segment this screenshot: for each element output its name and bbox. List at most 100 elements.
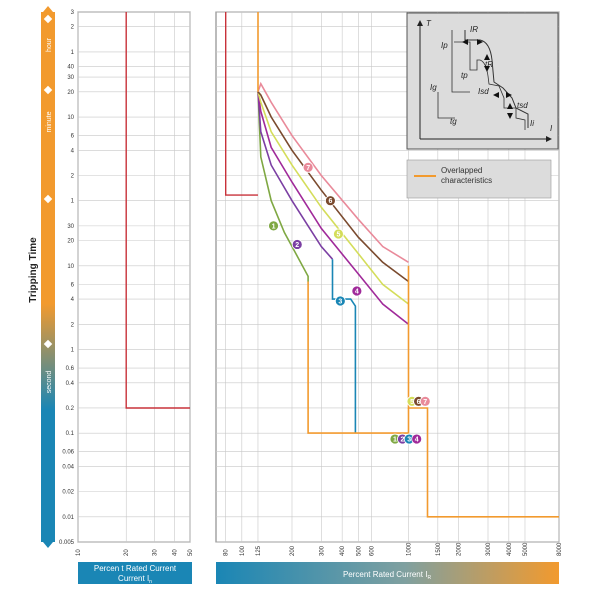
band-label-minute: minute <box>46 111 53 132</box>
y-tick-label: 20 <box>67 239 74 245</box>
y-tick-label: 1 <box>71 50 75 56</box>
inset-label-I: I <box>550 124 553 133</box>
x-tick-label: 5000 <box>523 542 529 556</box>
left-x-tick-labels: 10 20 30 40 50 <box>76 549 194 556</box>
x-axis-label-left: Percen t Rated Current Current In <box>78 562 192 585</box>
x-tick-label: 30 <box>152 549 158 556</box>
y-tick-label: 4 <box>71 148 75 154</box>
series-line-2 <box>257 91 334 260</box>
x-tick-label: 10 <box>76 549 82 556</box>
overlapped-line-a <box>307 281 410 434</box>
y-tick-label: 6 <box>71 134 75 140</box>
band-label-hour: hour <box>46 37 53 52</box>
x-tick-label: 200 <box>290 545 296 556</box>
y-tick-label: 0.04 <box>62 464 74 470</box>
badge-1: 1 <box>268 220 279 232</box>
x-tick-label: 500 <box>356 545 362 556</box>
x-tick-label: 1500 <box>436 542 442 556</box>
badge-7: 7 <box>302 162 314 173</box>
y-tick-label: 0.4 <box>66 381 75 387</box>
y-tick-label: 0.6 <box>66 366 75 372</box>
badge-4: 4 <box>411 433 423 445</box>
right-x-tick-labels: 80 100 125 200 300 400 500 600 1000 1500 2000 3000 4… <box>224 542 563 556</box>
x-tick-label: 80 <box>224 549 230 556</box>
y-tick-label: 0.2 <box>66 406 75 412</box>
left-xlabel-text: Percen t Rated Current <box>94 564 177 573</box>
y-tick-label: 4 <box>71 297 75 303</box>
y-tick-label: 2 <box>71 174 75 180</box>
inset-label-Ii: Ii <box>530 119 534 128</box>
x-tick-label: 2000 <box>457 542 463 556</box>
svg-text:1: 1 <box>393 437 397 444</box>
y-tick-label: 1 <box>71 199 75 205</box>
badge-4: 4 <box>351 285 363 297</box>
x-tick-label: 400 <box>340 545 346 556</box>
inset-label-tsd: tsd <box>517 101 528 110</box>
time-band: hour minute second <box>41 6 55 548</box>
svg-text:4: 4 <box>415 437 419 444</box>
x-tick-label: 3000 <box>486 542 492 556</box>
badge-7: 7 <box>419 395 431 407</box>
badge-2: 2 <box>291 239 303 250</box>
legend-label: Overlapped characteristics <box>441 166 492 185</box>
band-label-second: second <box>46 371 53 394</box>
y-tick-label: 40 <box>67 65 74 71</box>
series-line-4 <box>257 91 409 325</box>
svg-text:1: 1 <box>272 223 276 230</box>
inset-label-Ig: Ig <box>430 83 437 92</box>
svg-text:6: 6 <box>328 198 332 205</box>
y-tick-label: 1 <box>71 347 75 353</box>
y-tick-label: 0.1 <box>66 431 75 437</box>
svg-text:4: 4 <box>355 288 359 295</box>
badge-6: 6 <box>324 195 336 207</box>
right-xlabel-text: Percent Rated Current IR <box>343 570 432 581</box>
y-tick-label: 30 <box>67 224 74 230</box>
svg-text:5: 5 <box>336 231 340 238</box>
x-tick-label: 100 <box>240 545 246 556</box>
red-limit-line <box>225 12 258 196</box>
left-series <box>125 12 190 409</box>
inset-label-tR: tR <box>485 60 493 69</box>
y-tick-label: 2 <box>71 25 75 31</box>
y-tick-label: 10 <box>67 264 74 270</box>
y-tick-label: 10 <box>67 115 74 121</box>
series-line-3 <box>331 259 357 434</box>
svg-text:3: 3 <box>338 298 342 305</box>
x-tick-label: 600 <box>370 545 376 556</box>
badge-3: 3 <box>334 295 346 307</box>
inset-label-T: T <box>426 19 432 28</box>
svg-text:2: 2 <box>295 242 299 249</box>
y-tick-label: 0.02 <box>62 490 74 496</box>
svg-text:7: 7 <box>306 165 310 172</box>
y-tick-label: 0.01 <box>62 515 74 521</box>
y-tick-label: 30 <box>67 75 74 81</box>
left-grid <box>77 11 191 543</box>
x-axis-label-right: Percent Rated Current IR <box>216 562 559 584</box>
y-axis-label: Tripping Time <box>28 237 39 303</box>
inset-label-tg: tg <box>450 117 457 126</box>
svg-text:2: 2 <box>400 437 404 444</box>
x-tick-label: 4000 <box>507 542 513 556</box>
left-panel: 3 2 1 40 30 20 10 6 4 2 1 30 20 10 6 4 2 1 0.6 0.4 0.2 0.1 0.0… <box>59 10 194 556</box>
svg-text:6: 6 <box>417 399 421 406</box>
x-tick-label: 50 <box>188 549 194 556</box>
svg-text:5: 5 <box>410 399 414 406</box>
y-tick-label: 0.06 <box>62 450 74 456</box>
overlapped-line-b <box>407 265 559 518</box>
svg-text:3: 3 <box>407 437 411 444</box>
inset-arrows <box>462 39 513 119</box>
x-tick-label: 8000 <box>557 542 563 556</box>
x-tick-label: 300 <box>319 545 325 556</box>
y-tick-label: 3 <box>71 10 75 16</box>
y-tick-labels: 3 2 1 40 30 20 10 6 4 2 1 30 20 10 6 4 2 1 0.6 0.4 0.2 0.1 0.0… <box>59 10 75 546</box>
inset-label-Isd: Isd <box>478 87 489 96</box>
x-tick-label: 1000 <box>406 542 412 556</box>
inset-label-tp: tp <box>461 71 468 80</box>
y-tick-label: 20 <box>67 90 74 96</box>
x-tick-label: 40 <box>172 549 178 556</box>
series-line-5 <box>257 91 409 305</box>
inset-diagram: T I IR tR Ip tp Ig tg Isd tsd Ii <box>406 12 559 150</box>
left-series-line <box>125 12 190 409</box>
